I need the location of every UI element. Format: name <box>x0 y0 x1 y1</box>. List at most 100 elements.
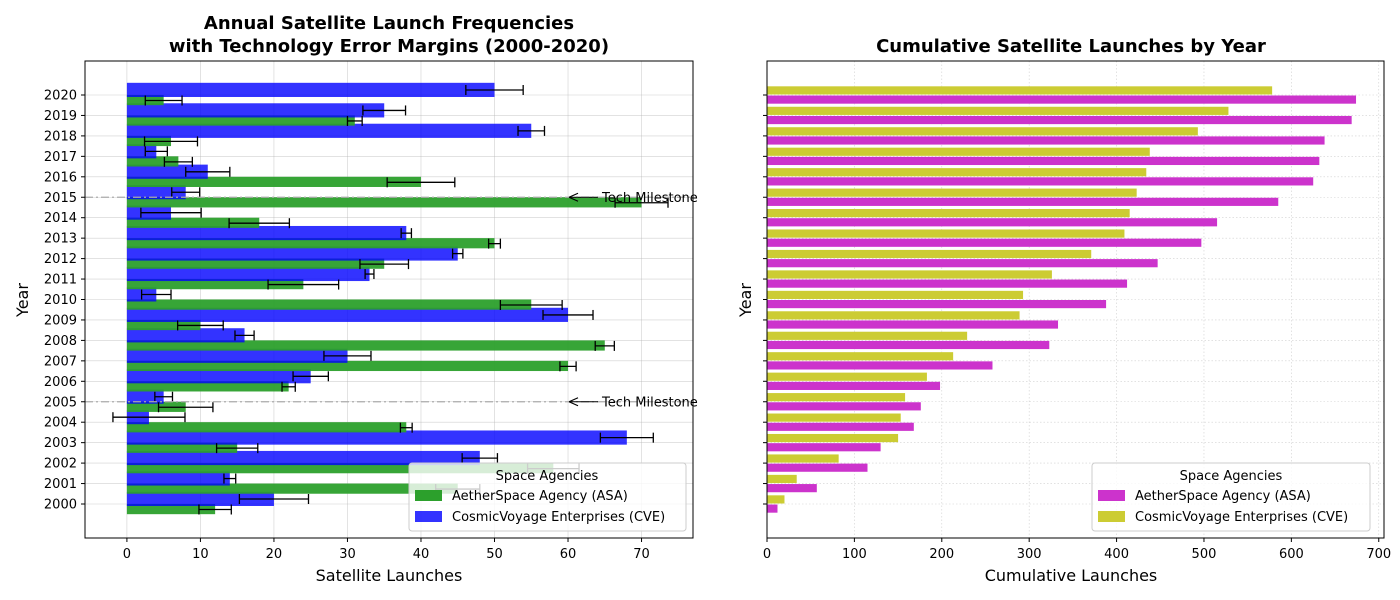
bar-cve <box>767 393 906 402</box>
bar-cve <box>126 328 245 343</box>
x-axis-ticks: 0 100 200 300 400 500 600 700 <box>763 538 1391 562</box>
bar-asa <box>767 279 1128 288</box>
bar-asa <box>767 320 1059 329</box>
bar-cve <box>126 123 532 138</box>
legend-title: Space Agencies <box>1180 469 1283 484</box>
legend-label-asa: AetherSpace Agency (ASA) <box>452 489 628 504</box>
bar-asa <box>126 319 201 331</box>
legend-swatch-asa <box>1098 490 1125 501</box>
y-tick-label: 2019 <box>44 109 77 124</box>
bar-asa <box>126 463 554 474</box>
bar-asa <box>126 299 532 310</box>
legend-swatch-cve <box>1098 511 1125 522</box>
x-tick-label: 50 <box>486 547 503 562</box>
cumulative-launches-chart: Cumulative Satellite Launches by Year 0 1… <box>736 36 1391 585</box>
bar-cve <box>767 188 1137 197</box>
chart-title: Cumulative Satellite Launches by Year <box>876 36 1266 57</box>
y-tick-label: 2000 <box>44 498 77 513</box>
x-tick-label: 300 <box>1017 547 1042 562</box>
gridlines <box>766 61 1384 538</box>
bar-asa <box>126 504 216 515</box>
bar-asa <box>126 156 179 167</box>
bar-cve <box>126 144 157 159</box>
bar-asa <box>126 381 289 392</box>
bar-cve <box>767 147 1150 156</box>
y-tick-label: 2003 <box>44 436 77 451</box>
y-tick-label: 2011 <box>44 273 77 288</box>
x-tick-label: 700 <box>1366 547 1391 562</box>
bars <box>767 86 1357 513</box>
bar-cve <box>767 433 899 443</box>
x-tick-label: 200 <box>929 547 954 562</box>
y-tick-label: 2004 <box>44 416 77 431</box>
x-tick-label: 100 <box>842 547 867 562</box>
y-tick-label: 2013 <box>44 232 77 247</box>
y-axis-label: Year <box>736 283 755 318</box>
bar-asa <box>767 95 1357 104</box>
bar-asa <box>767 484 817 493</box>
arrow-head <box>568 397 579 407</box>
bar-asa <box>767 300 1107 309</box>
y-tick-label: 2002 <box>44 457 77 472</box>
x-tick-label: 30 <box>339 547 356 562</box>
bar-asa <box>767 361 993 370</box>
bar-cve <box>767 352 954 361</box>
bar-asa <box>767 422 914 431</box>
legend-label-cve: CosmicVoyage Enterprises (CVE) <box>452 510 665 525</box>
x-tick-label: 60 <box>560 547 577 562</box>
bar-cve <box>126 348 348 363</box>
bar-cve <box>126 82 495 97</box>
bar-asa <box>767 177 1314 186</box>
y-tick-label: 2007 <box>44 354 77 369</box>
legend-box <box>408 462 687 532</box>
bar-cve <box>126 450 480 466</box>
bar-asa <box>767 115 1352 125</box>
x-tick-label: 400 <box>1104 547 1129 562</box>
y-tick-label: 2008 <box>44 334 77 349</box>
bar-asa <box>767 136 1325 145</box>
bar-asa <box>126 115 355 126</box>
bar-cve <box>767 229 1125 238</box>
bar-cve <box>767 168 1147 177</box>
y-tick-label: 2012 <box>44 252 77 267</box>
y-axis-ticks: 2000 2001 2002 2003 2004 2005 2006 2007 2008 2009… <box>44 89 85 513</box>
bar-asa <box>126 360 569 372</box>
x-axis-label: Satellite Launches <box>316 566 463 585</box>
bar-asa <box>767 463 868 472</box>
x-tick-label: 40 <box>413 547 430 562</box>
x-tick-label: 0 <box>763 547 771 562</box>
bar-cve <box>767 106 1229 115</box>
x-axis-label: Cumulative Launches <box>985 566 1158 585</box>
y-tick-label: 2006 <box>44 375 77 390</box>
y-tick-label: 2017 <box>44 150 77 165</box>
bar-asa <box>126 401 186 412</box>
legend-label-cve: CosmicVoyage Enterprises (CVE) <box>1135 510 1348 525</box>
y-axis-label: Year <box>13 283 32 318</box>
y-axis-ticks <box>763 94 767 505</box>
launch-frequency-chart: Annual Satellite Launch Frequencies with… <box>13 13 698 585</box>
legend-box <box>1091 462 1371 532</box>
bar-asa <box>767 443 881 452</box>
chart-title-line-1: Annual Satellite Launch Frequencies <box>204 13 574 34</box>
bar-cve <box>767 495 785 504</box>
bar-cve <box>767 413 901 422</box>
x-tick-label: 70 <box>633 547 650 562</box>
bar-asa <box>126 483 458 494</box>
y-tick-label: 2018 <box>44 129 77 144</box>
bar-cve <box>767 270 1052 279</box>
bar-asa <box>126 422 407 433</box>
legend-swatch-cve <box>415 511 442 522</box>
chart-title-line-2: with Technology Error Margins (2000-2020… <box>169 36 609 57</box>
bar-asa <box>126 197 642 208</box>
bar-cve <box>767 290 1024 299</box>
x-tick-label: 0 <box>123 547 131 562</box>
y-tick-label: 2010 <box>44 293 77 308</box>
legend-title: Space Agencies <box>496 469 599 484</box>
bar-asa <box>126 238 495 249</box>
bar-cve <box>126 225 407 241</box>
bar-asa <box>767 381 941 390</box>
y-tick-label: 2009 <box>44 313 77 328</box>
bar-asa <box>126 279 304 290</box>
bar-asa <box>767 340 1050 350</box>
